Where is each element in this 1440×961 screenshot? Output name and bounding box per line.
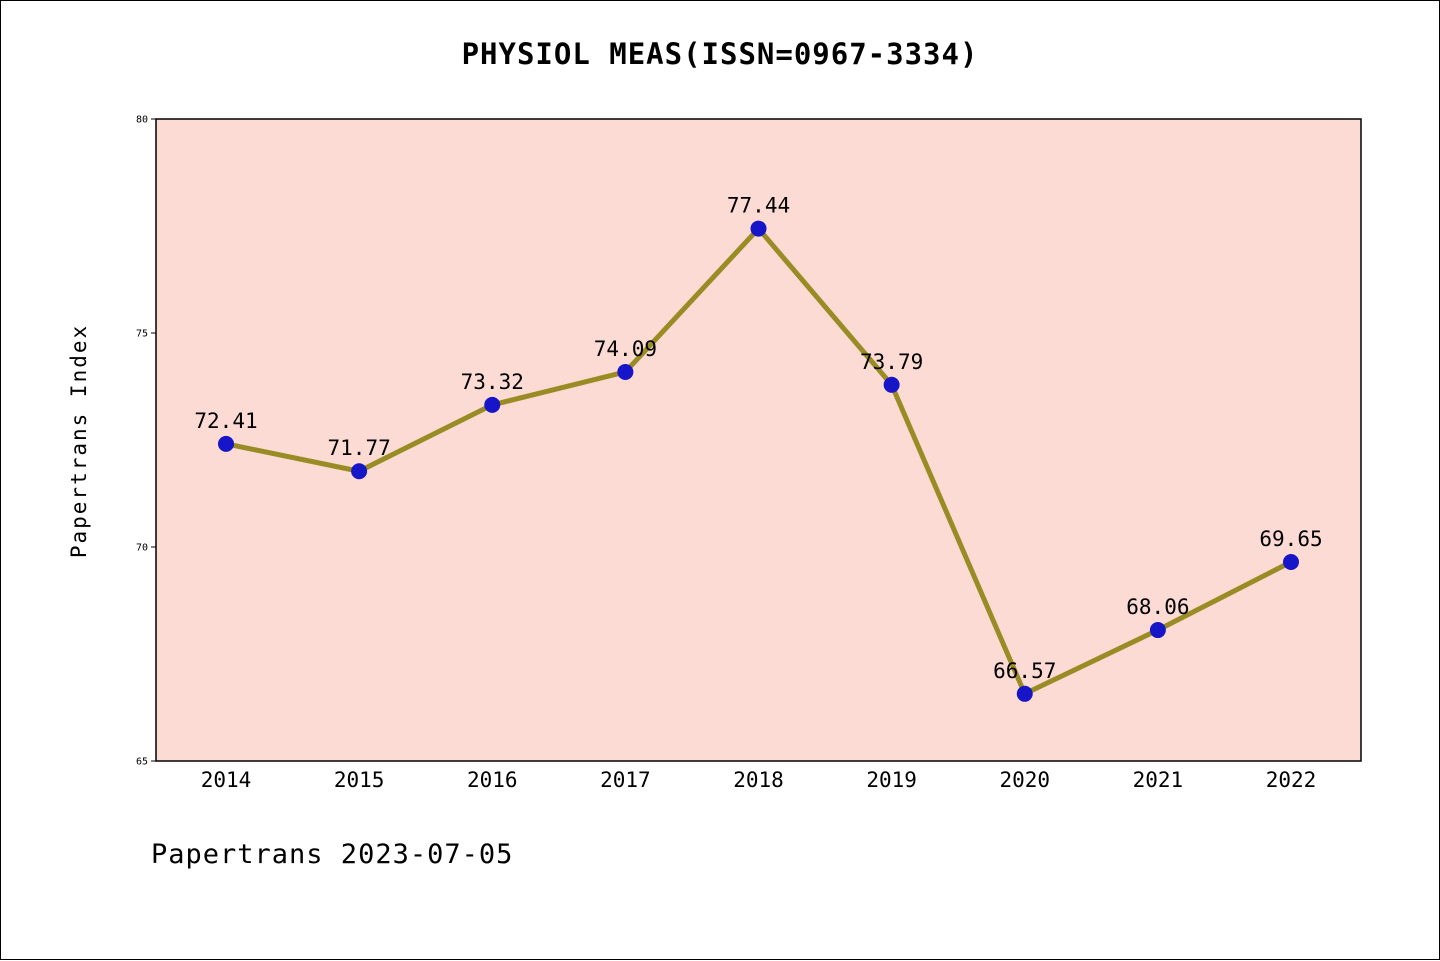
x-tick-label: 2014	[201, 768, 252, 792]
x-tick-label: 2018	[733, 768, 784, 792]
y-tick-label: 80	[136, 115, 148, 126]
x-tick-label: 2021	[1133, 768, 1184, 792]
x-tick-label: 2015	[334, 768, 385, 792]
y-tick-label: 65	[136, 757, 148, 768]
data-point	[351, 463, 368, 480]
data-point	[218, 435, 234, 452]
footer-watermark: Papertrans 2023-07-05	[151, 839, 514, 870]
x-tick-label: 2016	[467, 768, 518, 792]
data-point	[1149, 622, 1166, 639]
y-axis-label: Papertrans Index	[67, 323, 91, 559]
data-point	[1283, 553, 1299, 570]
x-tick-label: 2022	[1266, 768, 1317, 792]
data-point	[1016, 685, 1033, 702]
data-point	[484, 396, 501, 413]
value-label: 74.09	[594, 337, 657, 361]
y-tick-label: 75	[136, 329, 148, 340]
data-point	[750, 220, 767, 237]
value-label: 73.32	[461, 370, 524, 394]
x-tick-label: 2020	[999, 768, 1050, 792]
x-tick-label: 2017	[600, 768, 651, 792]
chart-title: PHYSIOL MEAS(ISSN=0967-3334)	[461, 37, 979, 71]
value-label: 69.65	[1259, 527, 1322, 551]
value-label: 66.57	[993, 659, 1056, 683]
data-point	[617, 363, 634, 380]
y-tick-label: 70	[136, 543, 148, 554]
value-label: 68.06	[1126, 595, 1189, 619]
value-label: 73.79	[860, 350, 923, 374]
x-tick-label: 2019	[866, 768, 917, 792]
value-label: 77.44	[727, 194, 790, 218]
value-label: 71.77	[328, 436, 391, 460]
data-point	[883, 376, 900, 393]
value-label: 72.41	[194, 409, 257, 433]
